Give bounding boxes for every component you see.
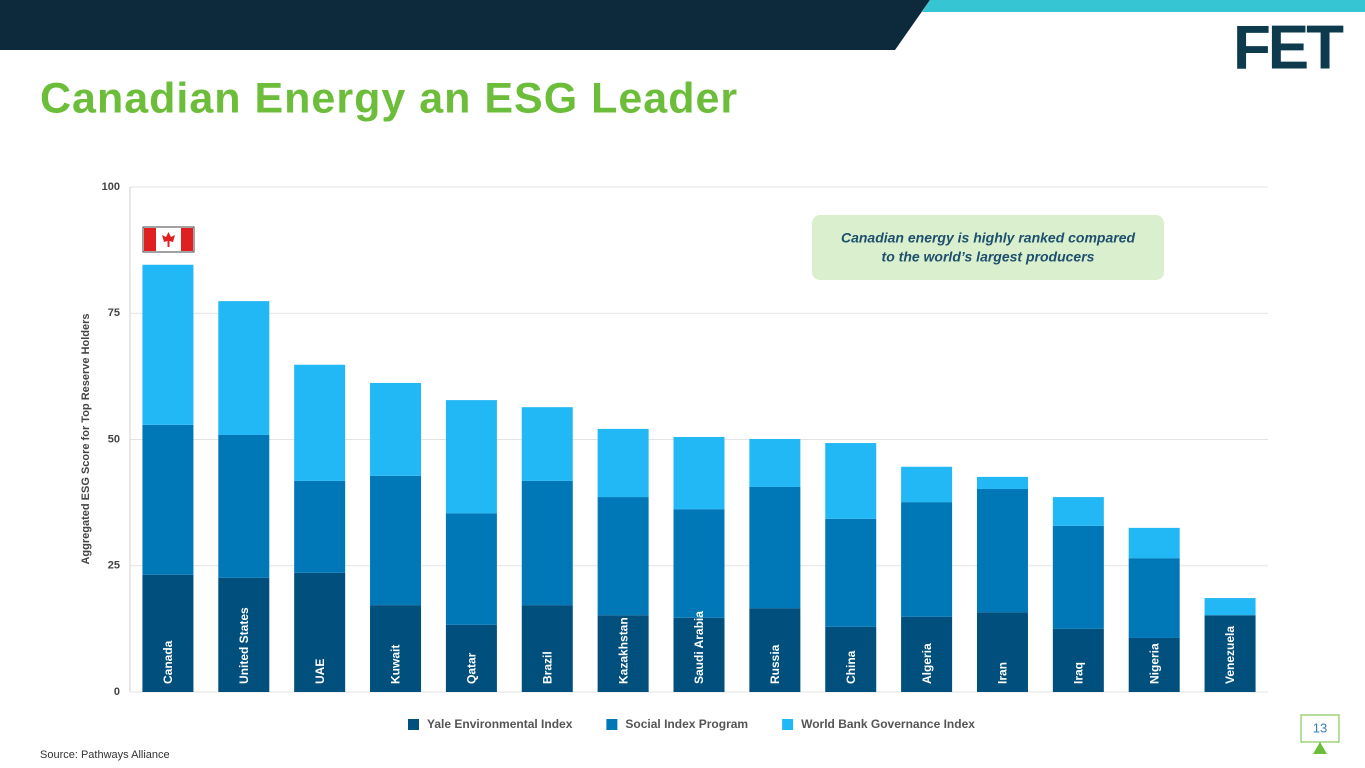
page-number: 13 — [1313, 720, 1327, 735]
bar-segment — [294, 364, 346, 481]
bar-segment — [521, 407, 573, 481]
bar-segment — [142, 424, 194, 575]
bar-segment — [142, 574, 194, 692]
y-tick-label: 0 — [114, 686, 120, 698]
legend-label: Yale Environmental Index — [427, 717, 573, 731]
legend-label: Social Index Program — [625, 717, 748, 731]
bar-segment — [673, 617, 725, 692]
x-tick-label: United States — [237, 607, 251, 684]
x-tick-label: Russia — [768, 644, 782, 684]
annotation-box — [812, 215, 1164, 280]
bar-segment — [825, 626, 877, 692]
bar-segment — [142, 264, 194, 425]
bar-segment — [370, 475, 422, 606]
bar-segment — [976, 612, 1028, 692]
bar-segment — [445, 513, 497, 625]
legend-label: World Bank Governance Index — [801, 717, 975, 731]
bar-segment — [901, 616, 953, 692]
bar-segment — [597, 428, 649, 498]
bar-segment — [976, 476, 1028, 489]
legend-swatch — [606, 719, 618, 730]
bar-segment — [1204, 615, 1256, 692]
bar-segment — [901, 502, 953, 617]
bar-segment — [370, 605, 422, 692]
x-tick-label: Iran — [996, 662, 1010, 684]
slide-title: Canadian Energy an ESG Leader — [40, 74, 738, 122]
x-tick-label: Nigeria — [1147, 643, 1161, 684]
bar-segment — [749, 486, 801, 609]
header-strip — [922, 0, 1365, 12]
bar-segment — [218, 434, 270, 578]
x-tick-label: UAE — [313, 659, 327, 684]
x-tick-label: Saudi Arabia — [692, 611, 706, 684]
bar-segment — [749, 608, 801, 692]
legend-swatch — [782, 719, 794, 730]
bar-segment — [1052, 497, 1104, 526]
bar-segment — [218, 577, 270, 692]
bar-segment — [901, 466, 953, 503]
x-tick-label: Kuwait — [389, 645, 403, 684]
bar-segment — [673, 509, 725, 618]
x-tick-label: China — [844, 650, 858, 684]
bar-segment — [521, 480, 573, 606]
bar-segment — [825, 518, 877, 627]
header-band — [0, 0, 930, 50]
legend-swatch — [408, 719, 419, 730]
bar-segment — [597, 497, 649, 616]
bar-segment — [370, 382, 422, 476]
bar-segment — [749, 438, 801, 487]
bar-segment — [1128, 637, 1180, 692]
bar-segment — [1204, 598, 1256, 616]
x-tick-label: Canada — [161, 640, 175, 684]
bar-segment — [445, 624, 497, 692]
bar-segment — [1052, 525, 1104, 629]
source: Source: Pathways Alliance — [40, 749, 170, 761]
page-number-box — [1300, 714, 1340, 743]
bar-segment — [825, 443, 877, 519]
annotation: to the world’s largest producers — [882, 249, 1095, 265]
bar-segment — [1052, 628, 1104, 692]
bar-segment — [445, 400, 497, 514]
y-axis-title: Aggregated ESG Score for Top Reserve Hol… — [80, 313, 92, 564]
logo: FET — [1233, 13, 1344, 82]
bar-segment — [1128, 527, 1180, 559]
bar-segment — [521, 605, 573, 692]
y-tick-label: 100 — [102, 181, 120, 193]
bar-segment — [976, 488, 1028, 613]
page-triangle — [1313, 742, 1327, 754]
x-tick-label: Iraq — [1072, 662, 1086, 684]
y-tick-label: 25 — [108, 560, 120, 572]
x-tick-label: Venezuela — [1223, 626, 1237, 684]
bar-segment — [294, 572, 346, 692]
x-tick-label: Algeria — [920, 643, 934, 684]
x-tick-label: Kazakhstan — [616, 617, 630, 684]
bar-segment — [218, 301, 270, 435]
x-tick-label: Brazil — [540, 651, 554, 684]
bar-segment — [673, 436, 725, 510]
x-tick-label: Qatar — [465, 652, 479, 684]
bar-segment — [1128, 558, 1180, 638]
y-tick-label: 75 — [108, 307, 120, 319]
y-tick-label: 50 — [108, 433, 120, 445]
bar-segment — [294, 480, 346, 573]
annotation: Canadian energy is highly ranked compare… — [841, 230, 1136, 246]
canada-flag — [142, 226, 195, 253]
bar-segment — [597, 615, 649, 692]
